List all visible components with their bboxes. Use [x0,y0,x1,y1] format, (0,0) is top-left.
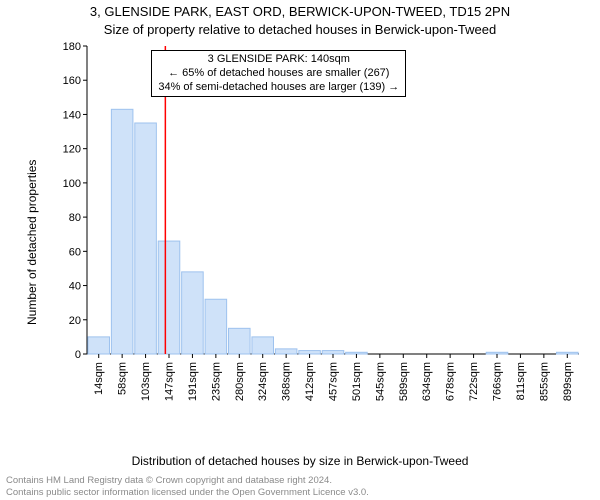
histogram-plot: 0 20 40 60 80 100 120 140 160 180 14sqm 58sqm 103sqm… [55,42,585,412]
svg-text:634sqm: 634sqm [421,362,433,401]
svg-text:160: 160 [63,75,81,87]
svg-text:457sqm: 457sqm [328,362,340,401]
svg-text:722sqm: 722sqm [468,362,480,401]
svg-text:100: 100 [63,178,81,190]
svg-text:120: 120 [63,144,81,156]
svg-text:191sqm: 191sqm [187,362,199,401]
svg-text:811sqm: 811sqm [515,362,527,400]
chart-title: 3, GLENSIDE PARK, EAST ORD, BERWICK-UPON… [0,4,600,19]
svg-text:40: 40 [69,281,81,293]
svg-text:235sqm: 235sqm [210,362,222,401]
annotation-line1: 3 GLENSIDE PARK: 140sqm [158,53,399,67]
y-axis-label: Number of detached properties [25,125,39,325]
svg-text:678sqm: 678sqm [445,362,457,401]
annotation-line3: 34% of semi-detached houses are larger (… [158,81,399,95]
svg-text:60: 60 [69,246,81,258]
svg-text:899sqm: 899sqm [562,362,574,401]
svg-text:501sqm: 501sqm [351,362,363,401]
svg-text:280sqm: 280sqm [234,362,246,401]
svg-text:147sqm: 147sqm [164,362,176,401]
svg-text:103sqm: 103sqm [140,362,152,401]
x-axis-label: Distribution of detached houses by size … [0,454,600,468]
annotation-box: 3 GLENSIDE PARK: 140sqm ← 65% of detache… [151,50,406,97]
chart-subtitle: Size of property relative to detached ho… [0,22,600,37]
footer-line2: Contains public sector information licen… [6,487,594,498]
svg-text:412sqm: 412sqm [304,362,316,401]
svg-text:0: 0 [75,349,81,361]
svg-text:20: 20 [69,315,81,327]
svg-text:180: 180 [63,42,81,53]
svg-text:589sqm: 589sqm [398,362,410,401]
svg-text:545sqm: 545sqm [374,362,386,401]
chart-container: 3, GLENSIDE PARK, EAST ORD, BERWICK-UPON… [0,0,600,500]
svg-text:766sqm: 766sqm [492,362,504,401]
svg-text:368sqm: 368sqm [281,362,293,401]
svg-text:140: 140 [63,109,81,121]
svg-text:14sqm: 14sqm [93,362,105,395]
footer-line1: Contains HM Land Registry data © Crown c… [6,475,594,486]
svg-text:855sqm: 855sqm [538,362,550,401]
annotation-line2: ← 65% of detached houses are smaller (26… [158,67,399,81]
svg-text:80: 80 [69,212,81,224]
svg-text:324sqm: 324sqm [257,362,269,401]
svg-text:58sqm: 58sqm [117,362,129,395]
